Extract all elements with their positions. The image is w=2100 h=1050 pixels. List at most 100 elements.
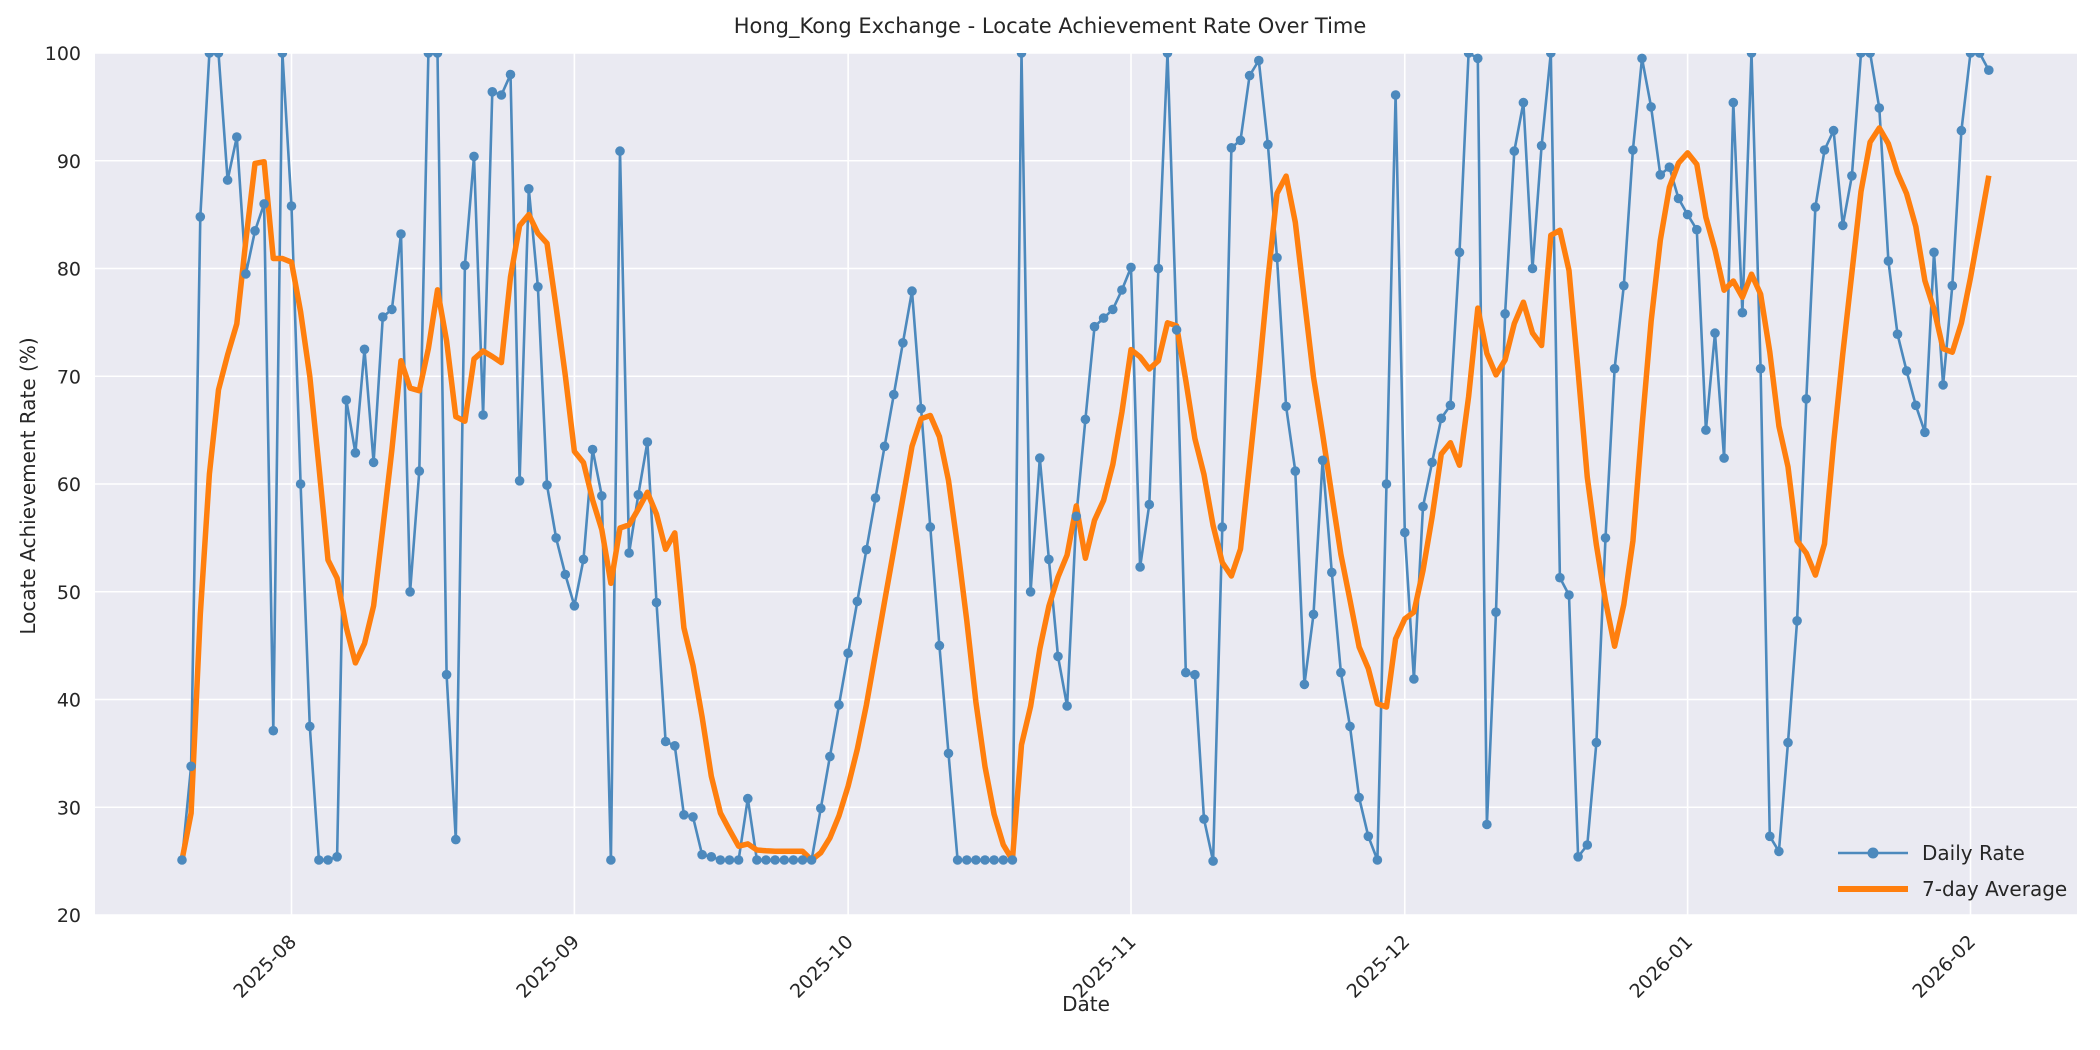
daily-rate-marker — [213, 53, 224, 58]
daily-rate-marker — [1701, 425, 1711, 435]
daily-rate-marker — [1181, 667, 1191, 678]
daily-rate-marker — [1609, 363, 1620, 374]
daily-rate-marker — [524, 184, 534, 194]
daily-rate-marker — [1473, 53, 1483, 64]
daily-rate-marker — [250, 226, 260, 236]
daily-rate-marker — [295, 479, 306, 489]
daily-rate-marker — [1463, 53, 1474, 58]
daily-rate-marker — [587, 444, 598, 455]
daily-rate-marker — [1016, 53, 1027, 58]
daily-rate-marker — [1874, 103, 1885, 113]
daily-rate-marker — [743, 793, 753, 804]
daily-rate-marker — [432, 53, 443, 58]
daily-rate-marker — [1327, 567, 1337, 578]
daily-rate-marker — [697, 849, 707, 860]
daily-rate-marker — [1071, 511, 1082, 522]
daily-rate-marker — [1436, 413, 1447, 424]
daily-rate-marker — [1692, 224, 1702, 235]
daily-rate-marker — [186, 761, 196, 772]
daily-rate-marker — [1299, 679, 1310, 690]
daily-rate-marker — [898, 338, 908, 348]
daily-rate-marker — [1235, 135, 1246, 146]
daily-rate-marker — [1254, 55, 1264, 66]
daily-rate-marker — [1007, 855, 1018, 865]
daily-rate-marker — [1555, 572, 1565, 583]
chart-title: Hong_Kong Exchange - Locate Achievement … — [733, 14, 1367, 38]
daily-rate-marker — [1883, 256, 1894, 266]
daily-rate-marker — [286, 201, 297, 211]
daily-rate-marker — [551, 533, 561, 543]
daily-rate-marker — [1865, 53, 1875, 58]
daily-rate-marker — [451, 834, 461, 845]
daily-rate-marker — [1655, 170, 1666, 180]
daily-rate-marker — [1984, 65, 1994, 75]
daily-rate-marker — [752, 855, 762, 865]
daily-rate-marker — [1381, 479, 1392, 489]
daily-rate-marker — [1518, 97, 1529, 108]
daily-rate-marker — [1573, 852, 1583, 862]
daily-rate-marker — [1819, 145, 1830, 155]
daily-rate-marker — [1108, 304, 1118, 315]
daily-rate-marker — [1144, 499, 1155, 510]
daily-rate-marker — [642, 437, 653, 447]
daily-rate-marker — [1025, 587, 1036, 597]
daily-rate-marker — [1290, 466, 1301, 476]
daily-rate-marker — [1190, 669, 1200, 680]
daily-rate-marker — [1345, 721, 1355, 732]
daily-rate-marker — [825, 751, 835, 762]
daily-rate-marker — [1372, 855, 1383, 865]
daily-rate-marker — [770, 855, 780, 865]
daily-rate-marker — [1682, 209, 1693, 220]
daily-rate-marker — [1217, 522, 1228, 532]
y-tick-label: 80 — [57, 259, 81, 281]
daily-rate-marker — [788, 855, 799, 865]
daily-rate-marker — [1737, 307, 1748, 318]
daily-rate-marker — [1719, 453, 1729, 463]
daily-rate-marker — [1281, 401, 1291, 412]
daily-rate-marker — [1263, 139, 1273, 150]
legend-marker-daily-rate — [1867, 847, 1879, 859]
daily-rate-marker — [952, 855, 963, 865]
daily-rate-marker — [1974, 53, 1985, 58]
daily-rate-marker — [1810, 202, 1821, 212]
daily-rate-marker — [1956, 125, 1967, 136]
daily-rate-marker — [177, 855, 187, 865]
daily-rate-marker — [514, 476, 525, 486]
daily-rate-marker — [350, 448, 361, 458]
daily-rate-marker — [852, 596, 863, 607]
daily-rate-marker — [624, 548, 634, 558]
daily-rate-marker — [907, 286, 917, 296]
daily-rate-marker — [1199, 814, 1209, 824]
daily-rate-marker — [469, 151, 479, 162]
y-tick-label: 30 — [57, 797, 81, 819]
daily-rate-marker — [1710, 328, 1720, 338]
daily-rate-marker — [1363, 831, 1374, 842]
daily-rate-marker — [1637, 53, 1647, 64]
daily-rate-marker — [1098, 313, 1109, 323]
daily-rate-marker — [1089, 321, 1100, 332]
legend-label-daily-rate: Daily Rate — [1922, 841, 2025, 865]
y-tick-label: 60 — [57, 474, 81, 496]
daily-rate-marker — [1774, 846, 1784, 857]
daily-rate-marker — [1856, 53, 1866, 58]
y-tick-label: 100 — [45, 43, 81, 65]
daily-rate-marker — [1272, 252, 1282, 263]
daily-rate-marker — [368, 457, 379, 468]
daily-rate-marker — [1801, 394, 1812, 404]
daily-rate-marker — [195, 212, 206, 222]
daily-rate-marker — [1600, 533, 1611, 543]
daily-rate-marker — [679, 810, 689, 820]
daily-rate-marker — [314, 855, 324, 865]
daily-rate-marker — [387, 304, 397, 315]
daily-rate-marker — [1509, 146, 1520, 156]
daily-rate-marker — [980, 855, 990, 865]
daily-rate-marker — [1920, 427, 1930, 438]
daily-rate-marker — [1171, 325, 1182, 335]
daily-rate-marker — [1728, 97, 1739, 108]
daily-rate-marker — [633, 490, 644, 500]
daily-rate-marker — [569, 601, 580, 611]
daily-rate-marker — [797, 855, 808, 865]
daily-rate-marker — [1208, 856, 1218, 866]
daily-rate-marker — [1527, 263, 1538, 274]
daily-rate-marker — [998, 855, 1009, 865]
